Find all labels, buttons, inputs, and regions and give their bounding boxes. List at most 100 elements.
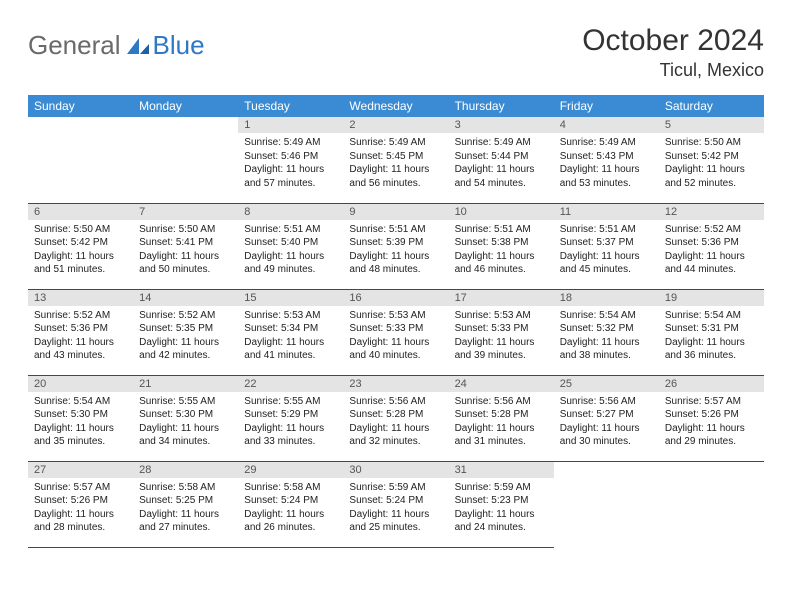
calendar-day-cell: 13Sunrise: 5:52 AMSunset: 5:36 PMDayligh… xyxy=(28,289,133,375)
day-number: 22 xyxy=(238,376,343,392)
calendar-header-row: SundayMondayTuesdayWednesdayThursdayFrid… xyxy=(28,95,764,117)
calendar-day-cell: 18Sunrise: 5:54 AMSunset: 5:32 PMDayligh… xyxy=(554,289,659,375)
month-year: October 2024 xyxy=(582,24,764,58)
day-number: 5 xyxy=(659,117,764,133)
calendar-day-cell: 16Sunrise: 5:53 AMSunset: 5:33 PMDayligh… xyxy=(343,289,448,375)
calendar-day-cell: 2Sunrise: 5:49 AMSunset: 5:45 PMDaylight… xyxy=(343,117,448,203)
location: Ticul, Mexico xyxy=(582,60,764,81)
day-number: 10 xyxy=(449,204,554,220)
day-number: 12 xyxy=(659,204,764,220)
day-number: 4 xyxy=(554,117,659,133)
calendar-day-cell: 15Sunrise: 5:53 AMSunset: 5:34 PMDayligh… xyxy=(238,289,343,375)
day-number: 28 xyxy=(133,462,238,478)
calendar-day-cell: 26Sunrise: 5:57 AMSunset: 5:26 PMDayligh… xyxy=(659,375,764,461)
page-header: General Blue October 2024 Ticul, Mexico xyxy=(28,24,764,81)
calendar-day-cell: 8Sunrise: 5:51 AMSunset: 5:40 PMDaylight… xyxy=(238,203,343,289)
day-content: Sunrise: 5:57 AMSunset: 5:26 PMDaylight:… xyxy=(659,392,764,453)
day-number: 30 xyxy=(343,462,448,478)
calendar-day-cell xyxy=(659,461,764,547)
day-content: Sunrise: 5:52 AMSunset: 5:35 PMDaylight:… xyxy=(133,306,238,367)
calendar-week-row: 1Sunrise: 5:49 AMSunset: 5:46 PMDaylight… xyxy=(28,117,764,203)
day-number: 7 xyxy=(133,204,238,220)
day-number: 27 xyxy=(28,462,133,478)
day-content: Sunrise: 5:50 AMSunset: 5:42 PMDaylight:… xyxy=(28,220,133,281)
calendar-day-cell: 19Sunrise: 5:54 AMSunset: 5:31 PMDayligh… xyxy=(659,289,764,375)
day-number: 11 xyxy=(554,204,659,220)
calendar-day-cell: 5Sunrise: 5:50 AMSunset: 5:42 PMDaylight… xyxy=(659,117,764,203)
calendar-day-cell: 20Sunrise: 5:54 AMSunset: 5:30 PMDayligh… xyxy=(28,375,133,461)
day-number: 15 xyxy=(238,290,343,306)
weekday-header: Thursday xyxy=(449,95,554,117)
day-content: Sunrise: 5:55 AMSunset: 5:29 PMDaylight:… xyxy=(238,392,343,453)
day-number: 13 xyxy=(28,290,133,306)
day-content: Sunrise: 5:49 AMSunset: 5:46 PMDaylight:… xyxy=(238,133,343,194)
day-number: 31 xyxy=(449,462,554,478)
day-content: Sunrise: 5:51 AMSunset: 5:38 PMDaylight:… xyxy=(449,220,554,281)
calendar-day-cell: 1Sunrise: 5:49 AMSunset: 5:46 PMDaylight… xyxy=(238,117,343,203)
calendar-week-row: 20Sunrise: 5:54 AMSunset: 5:30 PMDayligh… xyxy=(28,375,764,461)
day-number: 8 xyxy=(238,204,343,220)
day-content: Sunrise: 5:52 AMSunset: 5:36 PMDaylight:… xyxy=(28,306,133,367)
calendar-day-cell: 9Sunrise: 5:51 AMSunset: 5:39 PMDaylight… xyxy=(343,203,448,289)
day-content: Sunrise: 5:50 AMSunset: 5:42 PMDaylight:… xyxy=(659,133,764,194)
calendar-day-cell: 28Sunrise: 5:58 AMSunset: 5:25 PMDayligh… xyxy=(133,461,238,547)
day-number: 16 xyxy=(343,290,448,306)
day-number: 9 xyxy=(343,204,448,220)
weekday-header: Friday xyxy=(554,95,659,117)
day-content: Sunrise: 5:52 AMSunset: 5:36 PMDaylight:… xyxy=(659,220,764,281)
calendar-week-row: 6Sunrise: 5:50 AMSunset: 5:42 PMDaylight… xyxy=(28,203,764,289)
day-content: Sunrise: 5:51 AMSunset: 5:40 PMDaylight:… xyxy=(238,220,343,281)
day-content: Sunrise: 5:51 AMSunset: 5:39 PMDaylight:… xyxy=(343,220,448,281)
calendar-day-cell: 6Sunrise: 5:50 AMSunset: 5:42 PMDaylight… xyxy=(28,203,133,289)
day-content: Sunrise: 5:49 AMSunset: 5:45 PMDaylight:… xyxy=(343,133,448,194)
day-number: 2 xyxy=(343,117,448,133)
day-content: Sunrise: 5:56 AMSunset: 5:28 PMDaylight:… xyxy=(343,392,448,453)
day-content: Sunrise: 5:54 AMSunset: 5:30 PMDaylight:… xyxy=(28,392,133,453)
day-content: Sunrise: 5:56 AMSunset: 5:28 PMDaylight:… xyxy=(449,392,554,453)
brand-part-1: General xyxy=(28,30,121,61)
calendar-day-cell xyxy=(554,461,659,547)
day-content: Sunrise: 5:57 AMSunset: 5:26 PMDaylight:… xyxy=(28,478,133,539)
day-content: Sunrise: 5:59 AMSunset: 5:23 PMDaylight:… xyxy=(449,478,554,539)
day-number: 6 xyxy=(28,204,133,220)
day-content: Sunrise: 5:54 AMSunset: 5:31 PMDaylight:… xyxy=(659,306,764,367)
calendar-week-row: 13Sunrise: 5:52 AMSunset: 5:36 PMDayligh… xyxy=(28,289,764,375)
title-block: October 2024 Ticul, Mexico xyxy=(582,24,764,81)
calendar-day-cell xyxy=(28,117,133,203)
calendar-day-cell: 29Sunrise: 5:58 AMSunset: 5:24 PMDayligh… xyxy=(238,461,343,547)
brand-logo: General Blue xyxy=(28,24,205,61)
day-content: Sunrise: 5:50 AMSunset: 5:41 PMDaylight:… xyxy=(133,220,238,281)
day-number: 17 xyxy=(449,290,554,306)
day-number: 20 xyxy=(28,376,133,392)
calendar-day-cell: 25Sunrise: 5:56 AMSunset: 5:27 PMDayligh… xyxy=(554,375,659,461)
calendar-day-cell: 24Sunrise: 5:56 AMSunset: 5:28 PMDayligh… xyxy=(449,375,554,461)
calendar-week-row: 27Sunrise: 5:57 AMSunset: 5:26 PMDayligh… xyxy=(28,461,764,547)
calendar-day-cell: 7Sunrise: 5:50 AMSunset: 5:41 PMDaylight… xyxy=(133,203,238,289)
day-content: Sunrise: 5:51 AMSunset: 5:37 PMDaylight:… xyxy=(554,220,659,281)
day-content: Sunrise: 5:56 AMSunset: 5:27 PMDaylight:… xyxy=(554,392,659,453)
calendar-day-cell: 22Sunrise: 5:55 AMSunset: 5:29 PMDayligh… xyxy=(238,375,343,461)
day-number: 1 xyxy=(238,117,343,133)
weekday-header: Wednesday xyxy=(343,95,448,117)
day-content: Sunrise: 5:54 AMSunset: 5:32 PMDaylight:… xyxy=(554,306,659,367)
day-content: Sunrise: 5:53 AMSunset: 5:34 PMDaylight:… xyxy=(238,306,343,367)
day-number: 29 xyxy=(238,462,343,478)
day-number: 24 xyxy=(449,376,554,392)
day-content: Sunrise: 5:58 AMSunset: 5:25 PMDaylight:… xyxy=(133,478,238,539)
calendar-day-cell: 4Sunrise: 5:49 AMSunset: 5:43 PMDaylight… xyxy=(554,117,659,203)
day-content: Sunrise: 5:59 AMSunset: 5:24 PMDaylight:… xyxy=(343,478,448,539)
calendar-day-cell: 30Sunrise: 5:59 AMSunset: 5:24 PMDayligh… xyxy=(343,461,448,547)
calendar-body: 1Sunrise: 5:49 AMSunset: 5:46 PMDaylight… xyxy=(28,117,764,547)
day-content: Sunrise: 5:53 AMSunset: 5:33 PMDaylight:… xyxy=(449,306,554,367)
logo-sail-icon xyxy=(125,36,151,56)
weekday-header: Monday xyxy=(133,95,238,117)
day-content: Sunrise: 5:49 AMSunset: 5:44 PMDaylight:… xyxy=(449,133,554,194)
day-content: Sunrise: 5:53 AMSunset: 5:33 PMDaylight:… xyxy=(343,306,448,367)
day-content: Sunrise: 5:49 AMSunset: 5:43 PMDaylight:… xyxy=(554,133,659,194)
calendar-day-cell: 31Sunrise: 5:59 AMSunset: 5:23 PMDayligh… xyxy=(449,461,554,547)
weekday-header: Saturday xyxy=(659,95,764,117)
day-number: 19 xyxy=(659,290,764,306)
weekday-header: Sunday xyxy=(28,95,133,117)
day-number: 18 xyxy=(554,290,659,306)
day-number: 23 xyxy=(343,376,448,392)
